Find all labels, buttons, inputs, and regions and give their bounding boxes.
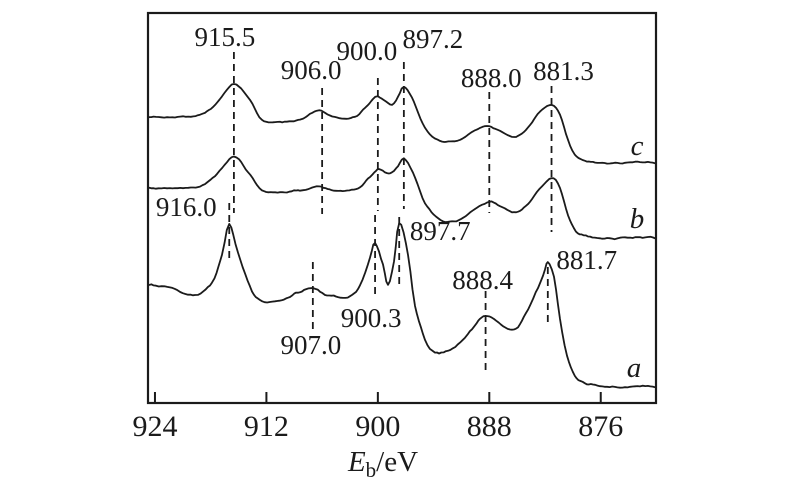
peak-label: 907.0: [280, 330, 341, 360]
peak-label: 915.5: [195, 22, 256, 52]
peak-label: 906.0: [281, 55, 342, 85]
peak-label: 888.0: [461, 63, 522, 93]
curve-label-c: c: [631, 130, 644, 162]
x-axis-title: Eb/eV: [347, 446, 418, 482]
peak-label: 888.4: [452, 265, 513, 295]
x-axis-tick-label: 900: [355, 410, 400, 443]
spectrum-curve-a: [147, 222, 657, 389]
x-axis-tick-label: 888: [467, 410, 512, 443]
peak-label: 900.3: [341, 303, 402, 333]
x-axis-tick-label: 912: [244, 410, 289, 443]
peak-label: 881.3: [533, 56, 594, 86]
peak-label: 897.7: [410, 216, 471, 246]
curve-label-a: a: [627, 352, 642, 384]
peak-label: 881.7: [556, 245, 617, 275]
x-axis-tick-label: 924: [132, 410, 177, 443]
spectrum-curve-b: [147, 155, 657, 241]
plot-frame: [146, 11, 658, 405]
spectrum-curve-c: [147, 83, 657, 165]
curve-label-b: b: [630, 203, 645, 235]
peak-label: 900.0: [336, 36, 397, 66]
x-axis-tick-label: 876: [578, 410, 623, 443]
peak-label: 916.0: [156, 192, 217, 222]
peak-label: 897.2: [402, 24, 463, 54]
